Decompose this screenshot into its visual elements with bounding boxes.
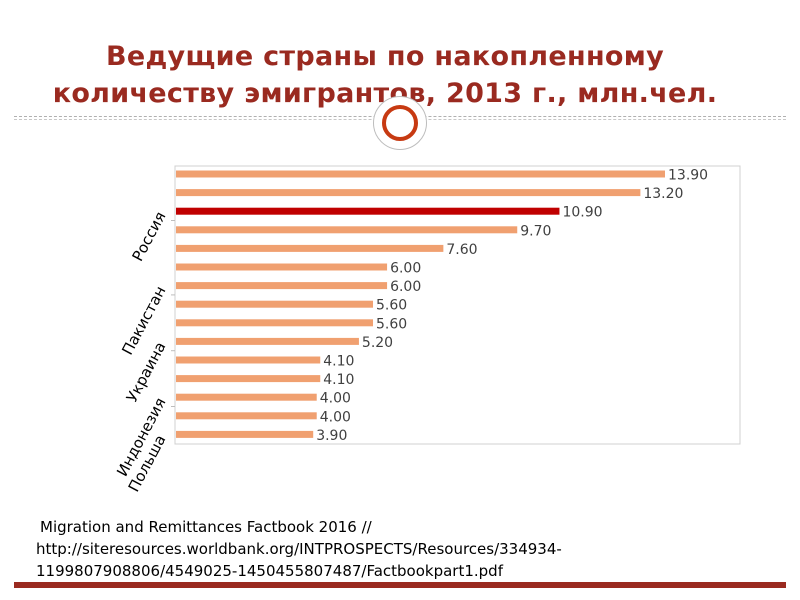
bar-8 — [176, 319, 374, 327]
bar-10 — [176, 356, 321, 364]
data-label-3: 9.70 — [520, 223, 551, 239]
data-label-7: 5.60 — [376, 298, 407, 314]
data-label-10: 4.10 — [323, 354, 354, 370]
data-label-13: 4.00 — [320, 409, 351, 425]
bar-11 — [176, 375, 321, 383]
bar-0 — [176, 170, 665, 178]
data-label-14: 3.90 — [316, 428, 347, 444]
category-label-0: Россия — [129, 209, 170, 265]
bar-1 — [176, 189, 641, 197]
data-label-2: 10.90 — [562, 205, 602, 221]
data-label-4: 7.60 — [446, 242, 477, 258]
data-label-11: 4.10 — [323, 372, 354, 388]
data-label-12: 4.00 — [320, 391, 351, 407]
data-label-0: 13.90 — [668, 168, 708, 184]
footer-bar — [14, 582, 786, 588]
source-line-1: Migration and Remittances Factbook 2016 … — [40, 518, 372, 536]
source-line-2: http://siteresources.worldbank.org/INTPR… — [36, 540, 562, 558]
data-label-6: 6.00 — [390, 279, 421, 295]
bar-7 — [176, 300, 374, 308]
bar-14 — [176, 430, 314, 438]
data-label-1: 13.20 — [643, 186, 683, 202]
plot-area-border — [174, 165, 741, 445]
bar-4 — [176, 244, 444, 252]
bar-2 — [176, 207, 560, 215]
bar-9 — [176, 337, 359, 345]
data-label-5: 6.00 — [390, 261, 421, 277]
bar-12 — [176, 393, 317, 401]
title-line-1: Ведущие страны по накопленному — [105, 41, 665, 72]
bar-3 — [176, 226, 518, 234]
bar-6 — [176, 282, 388, 290]
decorative-circle-ring — [382, 105, 418, 141]
bar-13 — [176, 412, 317, 420]
bar-5 — [176, 263, 388, 271]
data-label-9: 5.20 — [362, 335, 393, 351]
data-label-8: 5.60 — [376, 316, 407, 332]
source-line-3: 1199807908806/4549025-1450455807487/Fact… — [36, 562, 503, 580]
